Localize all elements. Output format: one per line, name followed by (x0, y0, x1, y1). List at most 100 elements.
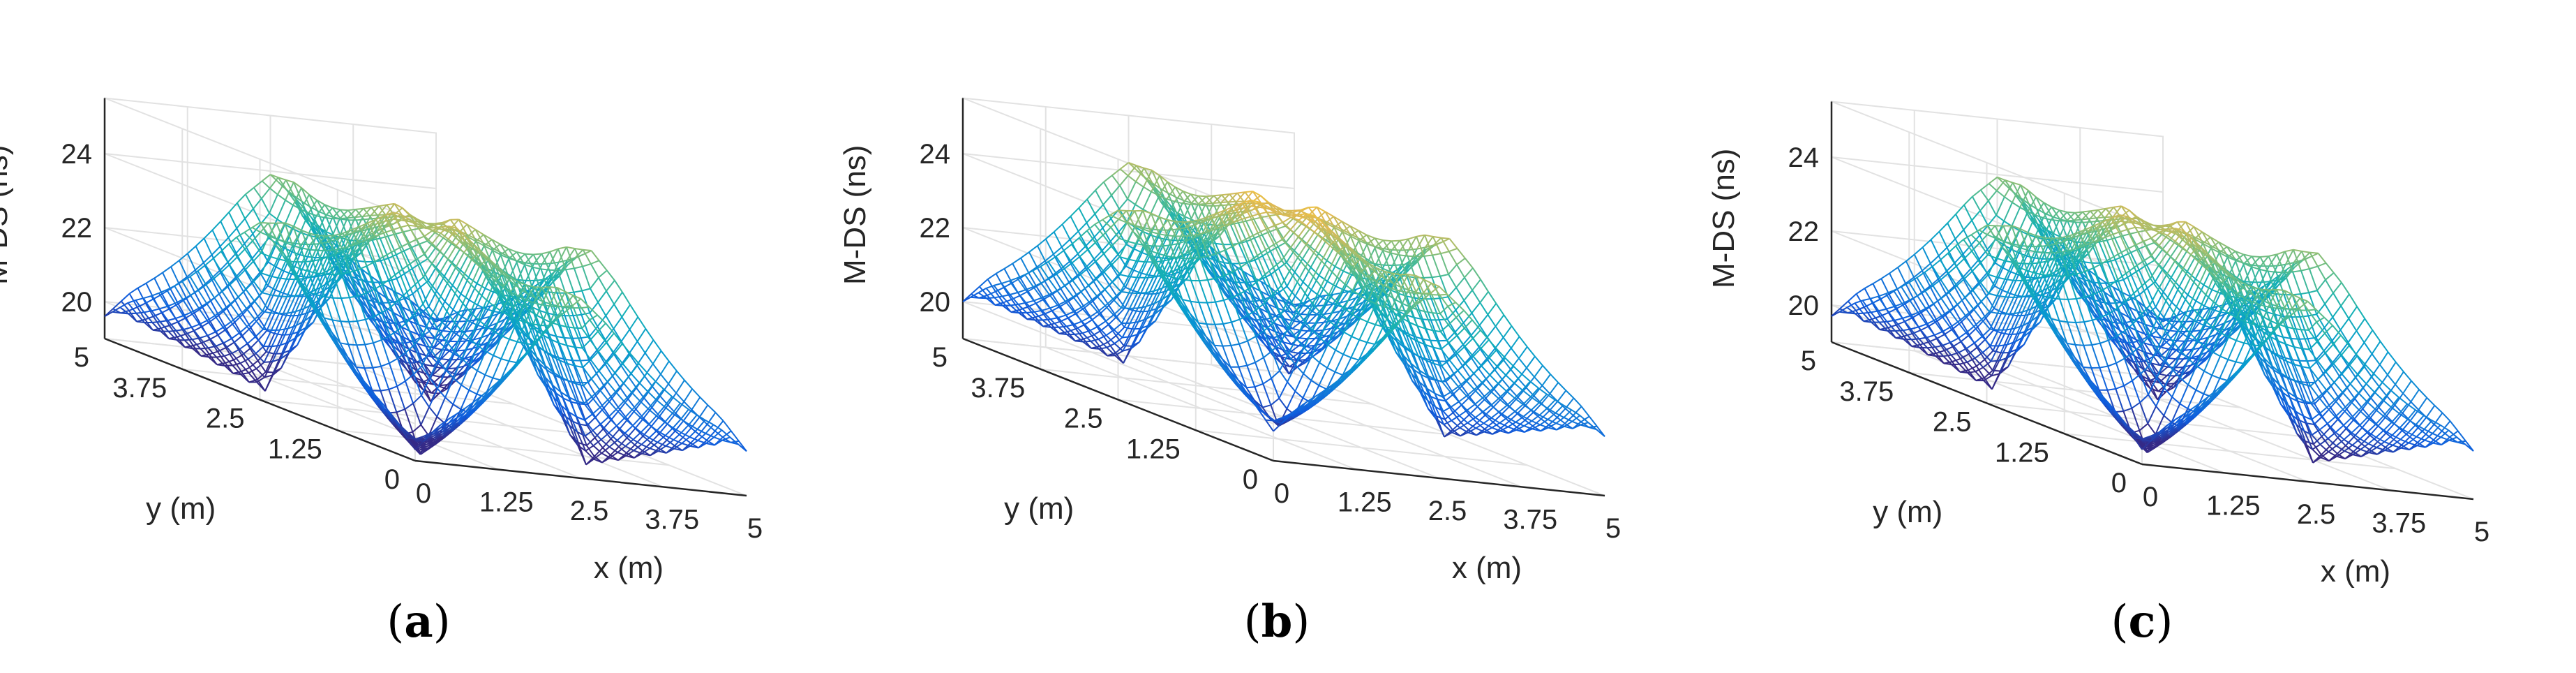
mesh-segment (397, 343, 407, 363)
mesh-segment (429, 377, 438, 390)
mesh-segment (565, 246, 575, 269)
mesh-segment (1103, 272, 1114, 283)
mesh-segment (590, 276, 599, 290)
mesh-segment (160, 312, 170, 326)
mesh-segment (1182, 279, 1192, 302)
mesh-segment (290, 331, 299, 336)
mesh-segment (463, 235, 473, 244)
mesh-segment (613, 316, 623, 330)
mesh-segment (1137, 292, 1146, 309)
mesh-segment (1103, 182, 1112, 196)
mesh-segment (683, 388, 693, 402)
x-tick-label: 1.25 (479, 487, 534, 518)
mesh-segment (375, 215, 385, 221)
mesh-segment (112, 300, 122, 310)
mesh-segment (613, 291, 623, 305)
mesh-segment (307, 215, 317, 236)
mesh-segment (357, 292, 366, 297)
mesh-segment (112, 306, 121, 313)
mesh-segment (419, 307, 428, 318)
mesh-segment (430, 299, 440, 318)
mesh-segment (415, 253, 425, 261)
mesh-segment (598, 269, 608, 279)
mesh-segment (400, 326, 410, 332)
mesh-segment (549, 251, 559, 271)
mesh-segment (458, 320, 467, 332)
mesh-segment (444, 325, 454, 333)
mesh-segment (464, 348, 474, 360)
mesh-segment (352, 239, 361, 246)
mesh-segment (348, 343, 357, 346)
mesh-segment (1044, 238, 1054, 255)
mesh-segment (336, 262, 347, 281)
mesh-segment (174, 318, 185, 330)
mesh-segment (424, 243, 433, 256)
mesh-segment (541, 253, 551, 271)
mesh-segment (580, 359, 589, 362)
mesh-segment (329, 334, 338, 347)
mesh-segment (1010, 304, 1019, 306)
mesh-segment (239, 348, 249, 360)
mesh-segment (631, 392, 641, 401)
mesh-segment (467, 236, 477, 242)
mesh-segment (135, 299, 145, 313)
mesh-segment (257, 371, 267, 380)
mesh-segment (237, 249, 246, 258)
mesh-segment (334, 232, 343, 237)
mesh-segment (407, 225, 417, 240)
mesh-segment (227, 228, 238, 238)
mesh-segment (1361, 309, 1370, 311)
mesh-segment (458, 219, 467, 235)
mesh-segment (1028, 245, 1038, 253)
mesh-segment (302, 260, 312, 279)
mesh-segment (1074, 320, 1082, 325)
mesh-segment (306, 296, 315, 311)
mesh-segment (281, 316, 292, 336)
grid-line-y (182, 368, 514, 405)
mesh-segment (469, 304, 479, 322)
mesh-segment (242, 313, 252, 328)
mesh-segment (671, 396, 681, 404)
mesh-segment (327, 253, 336, 272)
mesh-segment (186, 269, 196, 278)
mesh-segment (223, 321, 232, 328)
mesh-segment (255, 353, 265, 363)
mesh-segment (350, 225, 360, 231)
mesh-segment (373, 301, 383, 323)
mesh-segment (456, 235, 465, 246)
mesh-segment (433, 221, 443, 226)
mesh-segment (448, 367, 456, 370)
mesh-segment (357, 295, 366, 320)
mesh-segment (699, 397, 709, 406)
mesh-segment (1241, 216, 1251, 221)
mesh-segment (581, 288, 591, 292)
mesh-segment (514, 295, 524, 303)
mesh-segment (239, 343, 248, 350)
mesh-segment (638, 363, 648, 374)
mesh-segment (261, 275, 271, 293)
mesh-segment (1042, 318, 1051, 321)
mesh-segment (238, 315, 248, 327)
mesh-segment (1213, 202, 1222, 204)
mesh-segment (287, 325, 297, 343)
mesh-segment (464, 240, 474, 256)
mesh-segment (622, 353, 631, 364)
mesh-segment (271, 330, 280, 347)
mesh-segment (190, 295, 200, 309)
mesh-segment (317, 235, 327, 251)
mesh-segment (182, 299, 192, 313)
mesh-segment (324, 274, 334, 299)
surface-mesh (962, 161, 1605, 438)
mesh-segment (306, 237, 317, 258)
mesh-segment (360, 235, 370, 248)
mesh-segment (385, 286, 395, 303)
mesh-segment (267, 233, 276, 246)
mesh-segment (407, 243, 417, 260)
mesh-segment (339, 209, 349, 219)
mesh-segment (302, 260, 311, 263)
mesh-segment (477, 288, 486, 306)
mesh-segment (373, 283, 383, 290)
mesh-segment (308, 271, 317, 295)
mesh-segment (200, 334, 208, 339)
mesh-segment (217, 347, 227, 353)
